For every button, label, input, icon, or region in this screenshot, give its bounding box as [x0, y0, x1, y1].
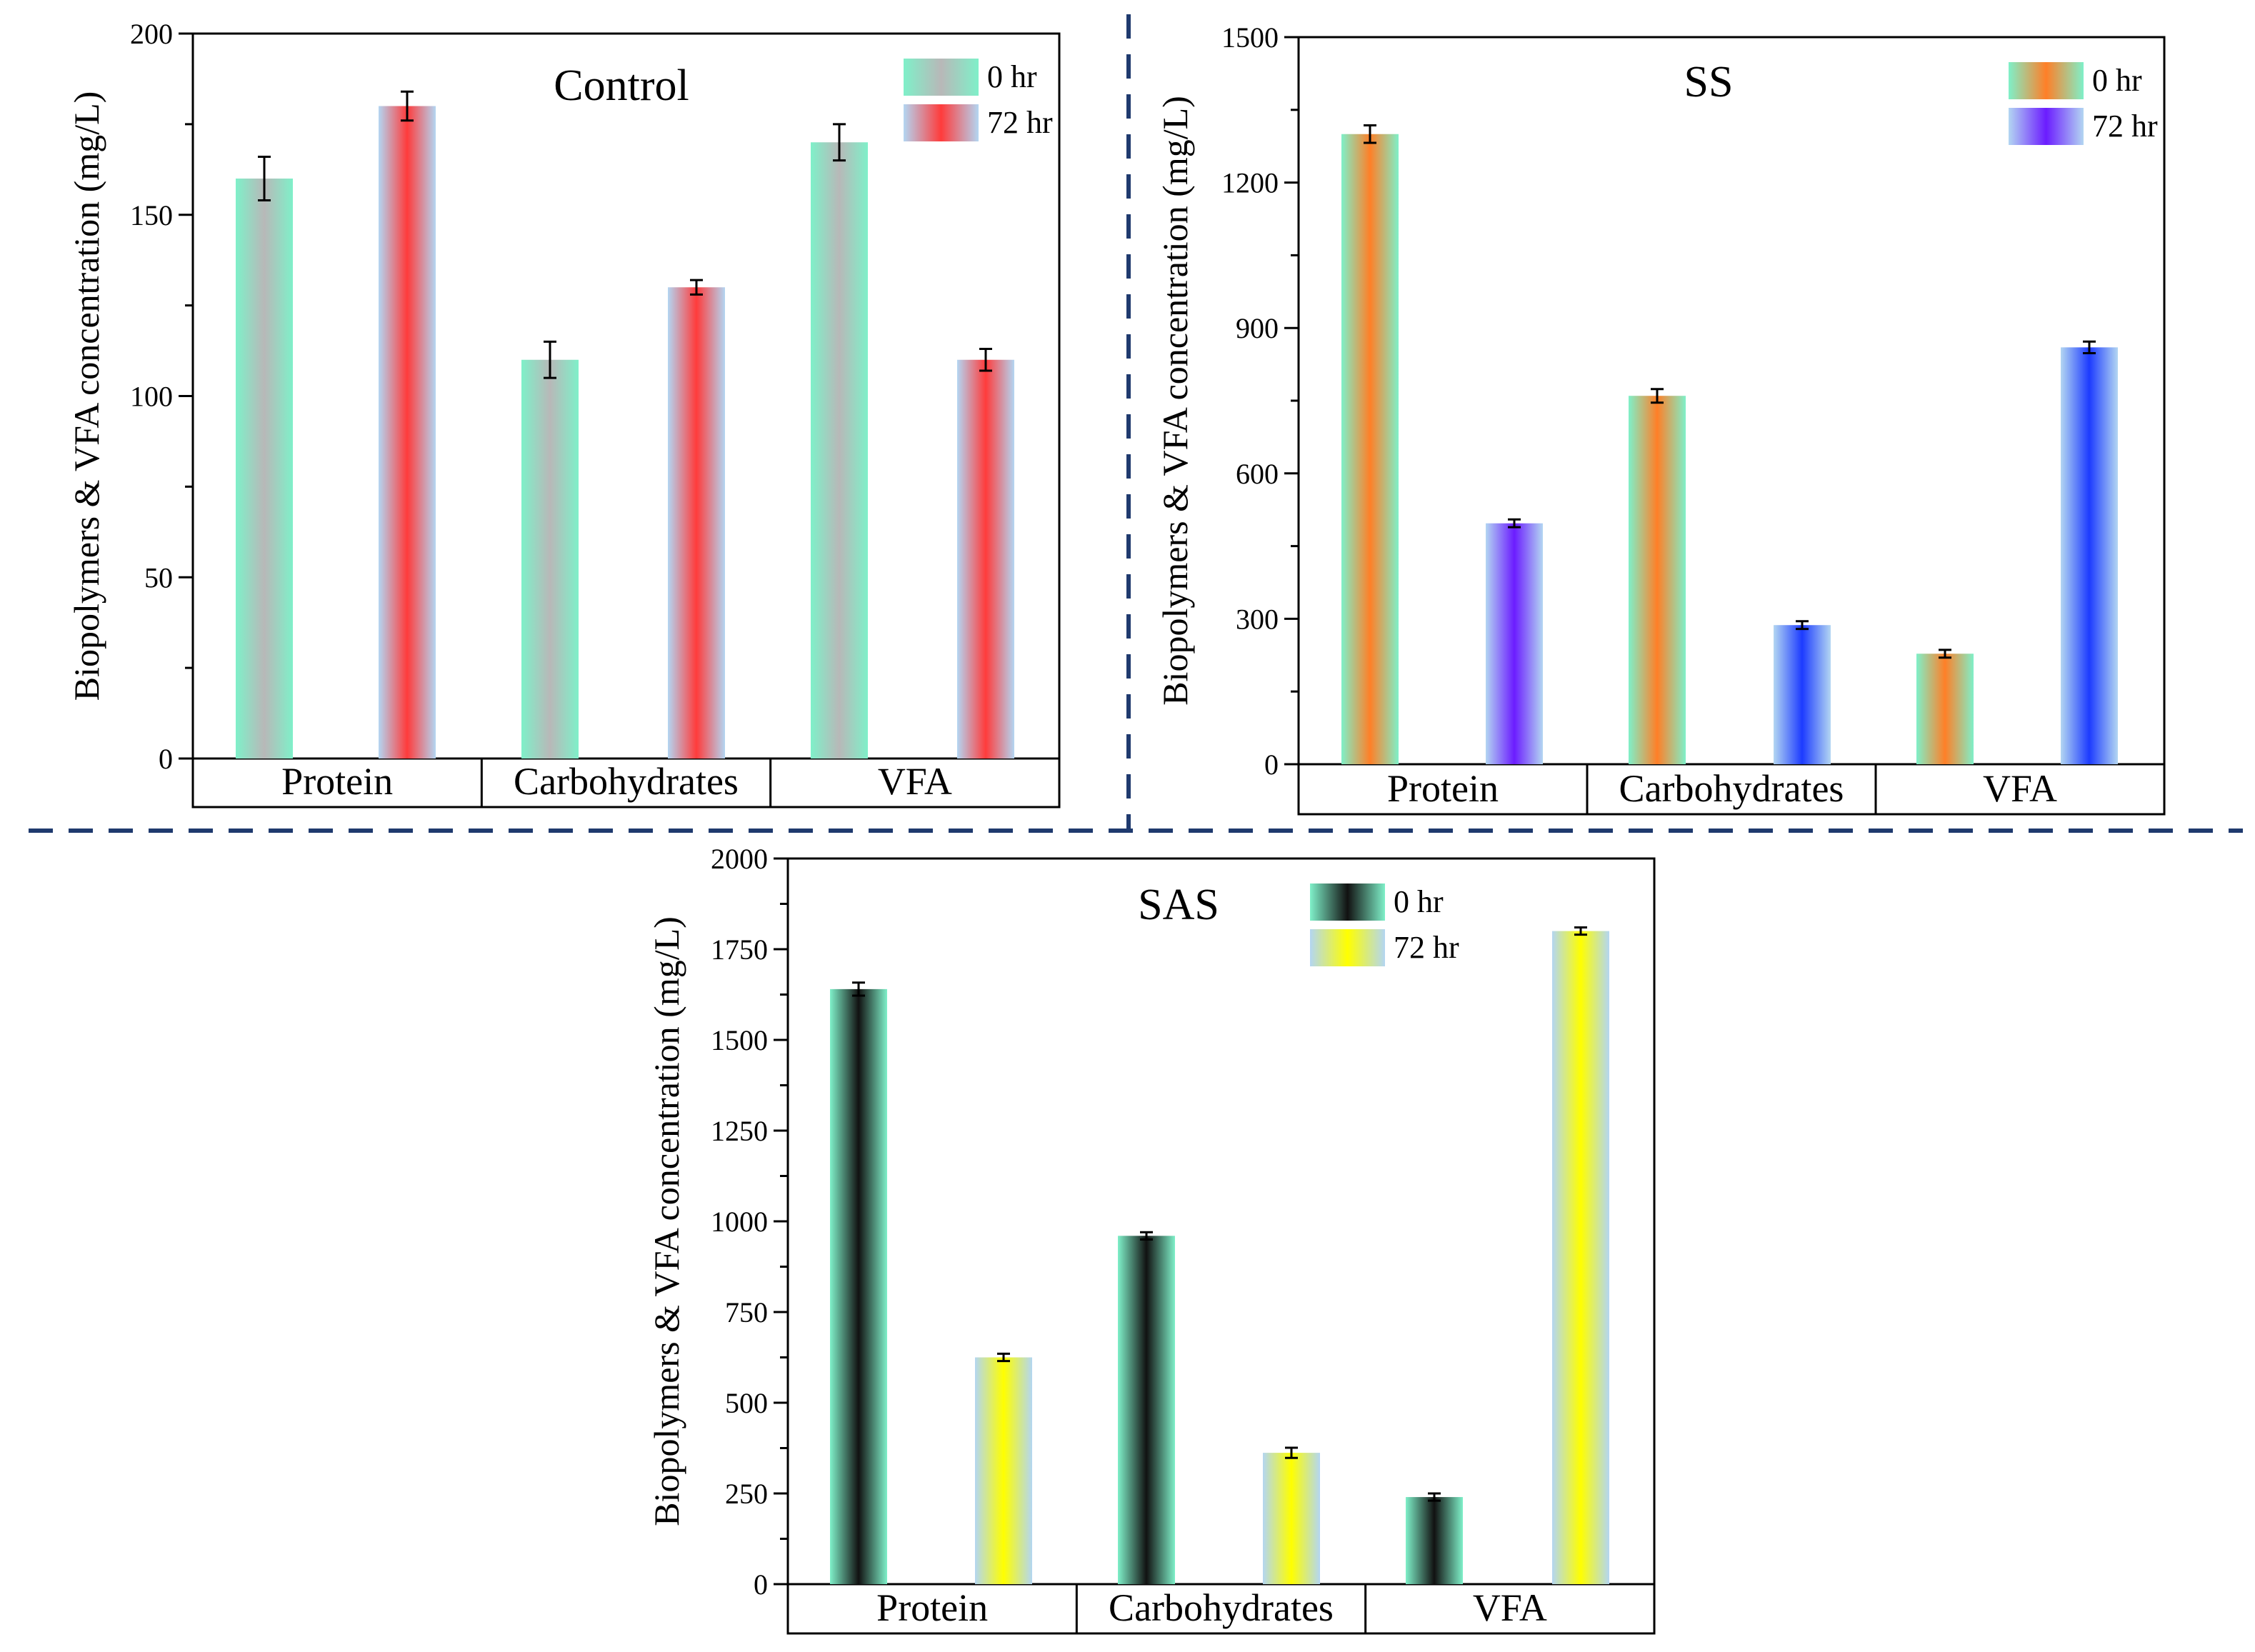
y-tick-label: 1500: [711, 1024, 768, 1056]
category-label: Protein: [876, 1586, 988, 1629]
legend-swatch: [904, 104, 979, 141]
plot-frame: [1297, 36, 2166, 766]
y-axis-label: Biopolymers & VFA concentration (mg/L): [66, 91, 106, 701]
bar: [1552, 931, 1609, 1584]
category-label: VFA: [1983, 767, 2057, 810]
ss-chart: 0 300 600 900 1200 1500 Biopolymers & VFA conc…: [1155, 21, 2166, 816]
legend-swatch: [2009, 62, 2084, 99]
y-tick-label: 600: [1236, 458, 1279, 490]
bar: [521, 359, 579, 759]
bar: [1774, 625, 1831, 764]
legend-label: 0 hr: [2092, 63, 2142, 98]
y-tick-label: 500: [725, 1387, 768, 1419]
bar: [668, 287, 725, 759]
category-label: Protein: [281, 760, 393, 803]
bar: [830, 988, 887, 1584]
legend-label: 72 hr: [987, 105, 1053, 140]
y-tick-label: 0: [754, 1568, 768, 1601]
bar: [236, 179, 293, 759]
bar: [1916, 654, 1974, 764]
category-label: Protein: [1387, 767, 1499, 810]
category-table: [191, 757, 1061, 809]
category-label: Carbohydrates: [1109, 1586, 1334, 1629]
plot-frame: [786, 857, 1656, 1586]
bar: [1118, 1236, 1175, 1584]
y-tick-label: 750: [725, 1296, 768, 1328]
y-tick-label: 900: [1236, 312, 1279, 344]
y-tick-label: 0: [1264, 749, 1279, 781]
bar: [2061, 347, 2118, 764]
y-tick-label: 0: [159, 743, 173, 775]
control-chart: 0 50 100 150 200 Biopolymers & VFA concentrat…: [66, 18, 1061, 809]
y-tick-label: 200: [130, 18, 173, 50]
y-tick-label: 1500: [1221, 21, 1279, 54]
category-table: [1297, 763, 2166, 816]
legend-label: 72 hr: [1394, 930, 1459, 965]
y-tick-label: 1250: [711, 1115, 768, 1147]
y-tick-label: 1750: [711, 933, 768, 966]
y-axis-label: Biopolymers & VFA concentration (mg/L): [646, 916, 686, 1526]
y-axis-label: Biopolymers & VFA concentration (mg/L): [1155, 96, 1195, 706]
chart-title: SAS: [1138, 881, 1219, 929]
y-tick-label: 300: [1236, 603, 1279, 635]
y-tick-label: 2000: [711, 843, 768, 875]
bar: [811, 142, 868, 759]
category-label: Carbohydrates: [514, 760, 739, 803]
bar: [1486, 523, 1543, 764]
bar: [975, 1357, 1032, 1584]
y-tick-label: 100: [130, 381, 173, 413]
bar: [1406, 1497, 1463, 1584]
category-label: VFA: [1473, 1586, 1547, 1629]
legend-swatch: [2009, 108, 2084, 145]
category-label: VFA: [878, 760, 952, 803]
legend-label: 0 hr: [987, 59, 1037, 94]
legend-swatch: [904, 59, 979, 96]
legend-swatch: [1310, 929, 1385, 966]
sas-chart: 0 250 500 750 1000 1250 1500 1750 2000 Biopolymer…: [646, 843, 1656, 1635]
bar: [1341, 134, 1399, 764]
chart-title: Control: [554, 61, 689, 110]
y-tick-label: 1000: [711, 1206, 768, 1238]
plot-frame: [191, 32, 1061, 760]
legend-label: 0 hr: [1394, 884, 1444, 919]
y-tick-label: 50: [144, 561, 173, 594]
y-tick-label: 250: [725, 1478, 768, 1510]
legend-swatch: [1310, 883, 1385, 921]
y-tick-label: 1200: [1221, 167, 1279, 199]
legend-label: 72 hr: [2092, 109, 2158, 144]
bar: [1263, 1453, 1320, 1584]
category-table: [786, 1583, 1656, 1635]
chart-title: SS: [1684, 58, 1734, 106]
bar: [1629, 396, 1686, 764]
category-label: Carbohydrates: [1619, 767, 1844, 810]
bar: [957, 359, 1014, 759]
bar: [379, 106, 436, 759]
y-tick-label: 150: [130, 199, 173, 231]
